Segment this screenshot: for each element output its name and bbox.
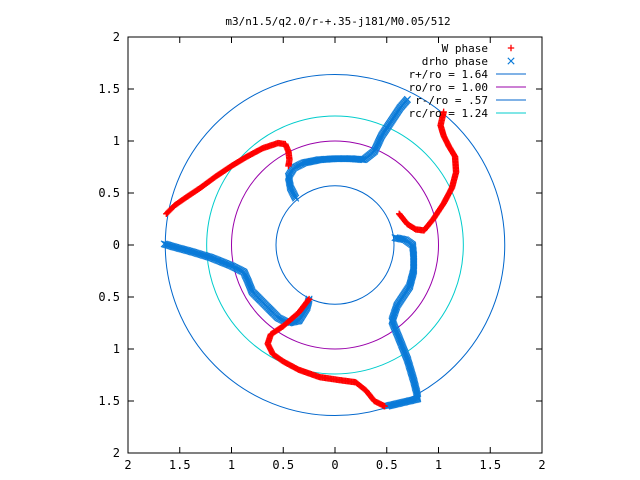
x-tick-label: 1 bbox=[228, 458, 235, 472]
y-tick-label: 1.5 bbox=[98, 82, 120, 96]
x-tick-label: 1.5 bbox=[169, 458, 191, 472]
y-tick-label: 2 bbox=[113, 30, 120, 44]
y-tick-label: 0.5 bbox=[98, 186, 120, 200]
x-tick-label: 2 bbox=[124, 458, 131, 472]
legend-label: r-/ro = .57 bbox=[415, 94, 488, 107]
drho-phase-point bbox=[403, 95, 412, 103]
w-phase-point bbox=[381, 403, 388, 410]
x-tick-label: 1 bbox=[435, 458, 442, 472]
axis-ticks: 2 1.5 1 0.5 0 0.5 1 1.5 221.510.500.511.52 bbox=[98, 30, 545, 472]
x-tick-label: 2 bbox=[538, 458, 545, 472]
x-tick-label: 0.5 bbox=[376, 458, 398, 472]
legend-label: rc/ro = 1.24 bbox=[409, 107, 489, 120]
reference-circle bbox=[206, 115, 464, 375]
w-phase-point bbox=[507, 44, 515, 52]
x-tick-label: 0 bbox=[331, 458, 338, 472]
x-tick-label: 1.5 bbox=[479, 458, 501, 472]
y-tick-label: 0.5 bbox=[98, 290, 120, 304]
y-tick-label: 1 bbox=[113, 342, 120, 356]
legend-label: ro/ro = 1.00 bbox=[409, 81, 488, 94]
w-phase-points bbox=[163, 108, 460, 410]
drho-phase-points bbox=[160, 95, 422, 410]
drho-phase-point bbox=[507, 57, 515, 65]
reference-circle bbox=[275, 185, 395, 305]
w-phase-point bbox=[440, 108, 447, 116]
legend-label: r+/ro = 1.64 bbox=[409, 68, 489, 81]
reference-circle bbox=[231, 140, 439, 350]
drho-phase-point bbox=[400, 235, 408, 244]
legend-label: drho phase bbox=[422, 55, 488, 68]
legend-label: W phase bbox=[442, 42, 488, 55]
y-tick-label: 2 bbox=[113, 446, 120, 460]
drho-phase-point bbox=[385, 402, 393, 410]
y-tick-label: 1.5 bbox=[98, 394, 120, 408]
y-tick-label: 0 bbox=[113, 238, 120, 252]
chart-title: m3/n1.5/q2.0/r-+.35-j181/M0.05/512 bbox=[225, 15, 450, 28]
reference-circle bbox=[164, 73, 506, 417]
reference-circles bbox=[164, 73, 506, 417]
drho-phase-point bbox=[384, 402, 392, 410]
w-phase-point bbox=[285, 162, 292, 170]
x-tick-label: 0.5 bbox=[272, 458, 294, 472]
y-tick-label: 1 bbox=[113, 134, 120, 148]
